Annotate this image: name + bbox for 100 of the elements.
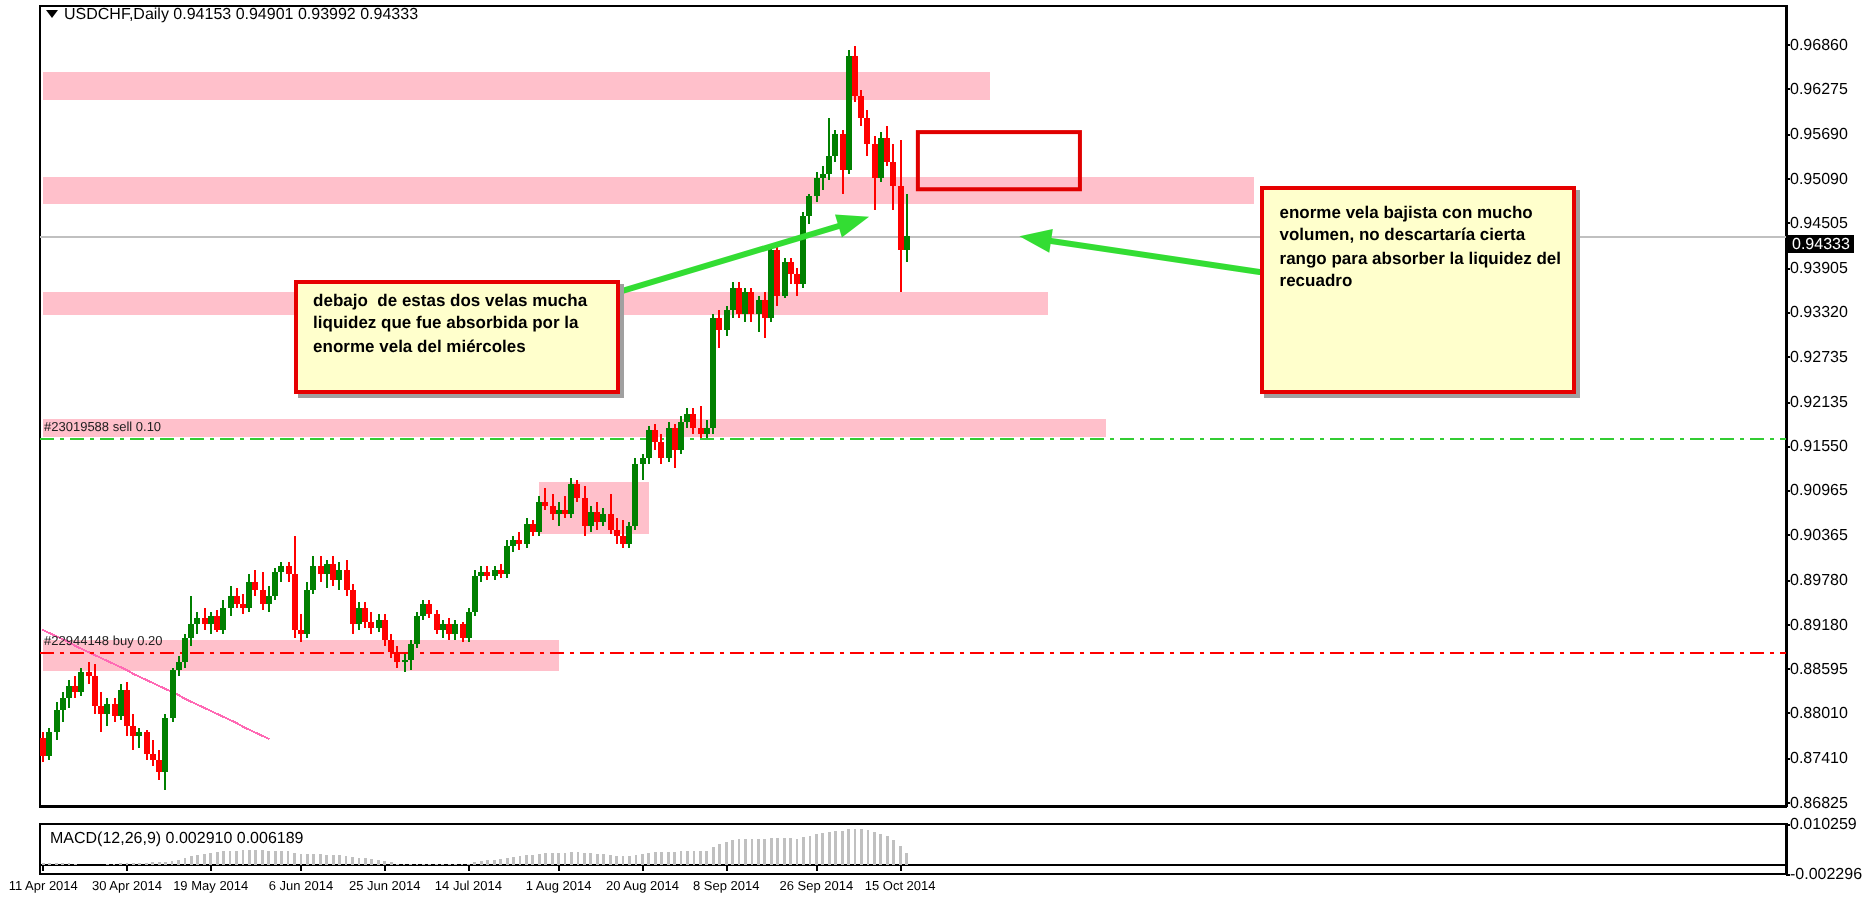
ref-line-label: 0.94333 bbox=[1792, 234, 1851, 253]
candlestick bbox=[208, 612, 214, 634]
candlestick bbox=[872, 136, 878, 210]
y-tick-label: 0.90965 bbox=[1790, 481, 1849, 500]
y-tick-label: 0.93320 bbox=[1790, 303, 1849, 322]
y-tick-label: 0.90365 bbox=[1790, 526, 1849, 545]
candlestick bbox=[118, 684, 124, 720]
candlestick bbox=[330, 556, 336, 586]
candlestick bbox=[46, 728, 52, 760]
chart-title: MACD(12,26,9) 0.002910 0.006189 bbox=[50, 829, 305, 847]
y-tick-label: 0.010259 bbox=[1790, 815, 1858, 833]
candlestick bbox=[878, 132, 884, 182]
candlestick bbox=[112, 698, 118, 722]
candlestick bbox=[588, 506, 594, 532]
candlestick bbox=[376, 614, 382, 632]
candlestick bbox=[762, 292, 768, 338]
candlestick bbox=[690, 408, 696, 434]
candlestick bbox=[898, 140, 904, 292]
candlestick bbox=[440, 620, 446, 638]
candlestick bbox=[742, 288, 748, 322]
candlestick bbox=[228, 586, 234, 616]
candlestick bbox=[104, 698, 110, 726]
y-tick-label: 0.95090 bbox=[1790, 169, 1849, 188]
candlestick bbox=[536, 496, 542, 536]
candlestick bbox=[620, 520, 626, 548]
y-tick-label: -0.002296 bbox=[1790, 865, 1864, 883]
candlestick bbox=[736, 282, 742, 318]
line-series bbox=[42, 629, 270, 740]
candlestick bbox=[782, 258, 788, 298]
candlestick bbox=[716, 310, 722, 348]
candlestick bbox=[710, 314, 716, 434]
y-tick-label: 0.89780 bbox=[1790, 570, 1849, 589]
y-tick-label: 0.94505 bbox=[1790, 213, 1849, 232]
candlestick bbox=[78, 668, 84, 696]
candlestick bbox=[698, 406, 704, 438]
candlestick bbox=[846, 50, 852, 174]
candlestick bbox=[904, 194, 910, 262]
candlestick bbox=[840, 130, 846, 194]
candlestick bbox=[356, 602, 362, 630]
candlestick bbox=[484, 566, 490, 580]
candlestick bbox=[524, 518, 530, 548]
y-tick-label: 0.92735 bbox=[1790, 347, 1849, 366]
candlestick bbox=[214, 610, 220, 632]
candlestick bbox=[446, 618, 452, 640]
y-tick-label: 0.88595 bbox=[1790, 660, 1849, 679]
y-tick-label: 0.86825 bbox=[1790, 793, 1849, 812]
candlestick bbox=[774, 246, 780, 306]
candlestick bbox=[504, 540, 510, 578]
candlestick bbox=[542, 488, 548, 510]
candlestick bbox=[260, 572, 266, 610]
candlestick bbox=[594, 502, 600, 530]
y-tick-label: 0.92135 bbox=[1790, 392, 1849, 411]
candlestick bbox=[600, 508, 606, 526]
candlestick bbox=[672, 424, 678, 468]
candlestick bbox=[678, 416, 684, 454]
y-tick-label: 0.93905 bbox=[1790, 259, 1849, 278]
candlestick bbox=[234, 588, 240, 608]
candlestick bbox=[40, 732, 46, 762]
candlestick bbox=[292, 536, 298, 638]
y-tick-label: 0.95690 bbox=[1790, 124, 1849, 143]
note-box: enorme vela bajista con mucho volumen, no descartaría cierta rango para absorber la liquidez del recuadro bbox=[1259, 185, 1576, 395]
y-tick-label: 0.96860 bbox=[1790, 36, 1849, 55]
y-tick-label: 0.88010 bbox=[1790, 704, 1849, 723]
candlestick bbox=[550, 494, 556, 520]
candlestick bbox=[568, 478, 574, 518]
candlestick bbox=[666, 422, 672, 462]
candlestick bbox=[498, 564, 504, 578]
candlestick bbox=[814, 172, 820, 202]
y-tick-label: 0.91550 bbox=[1790, 437, 1849, 455]
candlestick bbox=[318, 556, 324, 582]
candlestick bbox=[336, 562, 342, 590]
note-box: debajo de estas dos velas mucha liquidez que fue absorbida por la enorme vela del miércoles bbox=[293, 279, 620, 395]
candlestick bbox=[768, 246, 774, 322]
candlestick bbox=[452, 620, 458, 640]
y-tick-label: 0.89180 bbox=[1790, 615, 1849, 634]
candlestick bbox=[516, 532, 522, 550]
candlestick bbox=[324, 560, 330, 588]
candlestick bbox=[556, 502, 562, 526]
candlestick bbox=[530, 520, 536, 536]
candlestick bbox=[202, 608, 208, 630]
candlestick bbox=[582, 486, 588, 536]
candlestick bbox=[246, 574, 252, 612]
candlestick bbox=[434, 610, 440, 634]
candlestick bbox=[240, 594, 246, 614]
candlestick bbox=[574, 480, 580, 502]
candlestick bbox=[426, 600, 432, 618]
candlestick bbox=[362, 602, 368, 628]
candlestick bbox=[162, 714, 168, 790]
y-tick-label: 0.96275 bbox=[1790, 80, 1849, 99]
candlestick bbox=[748, 288, 754, 322]
candlestick bbox=[72, 676, 78, 698]
y-tick-label: 0.87410 bbox=[1790, 749, 1849, 768]
chart-title: USDCHF,Daily 0.94153 0.94901 0.93992 0.94333 bbox=[64, 5, 420, 23]
candlestick bbox=[492, 566, 498, 580]
candlestick bbox=[756, 296, 762, 332]
candlestick bbox=[136, 728, 142, 748]
candlestick bbox=[562, 496, 568, 518]
candlestick bbox=[144, 730, 150, 760]
candlestick bbox=[460, 622, 466, 642]
candlestick bbox=[220, 600, 226, 634]
